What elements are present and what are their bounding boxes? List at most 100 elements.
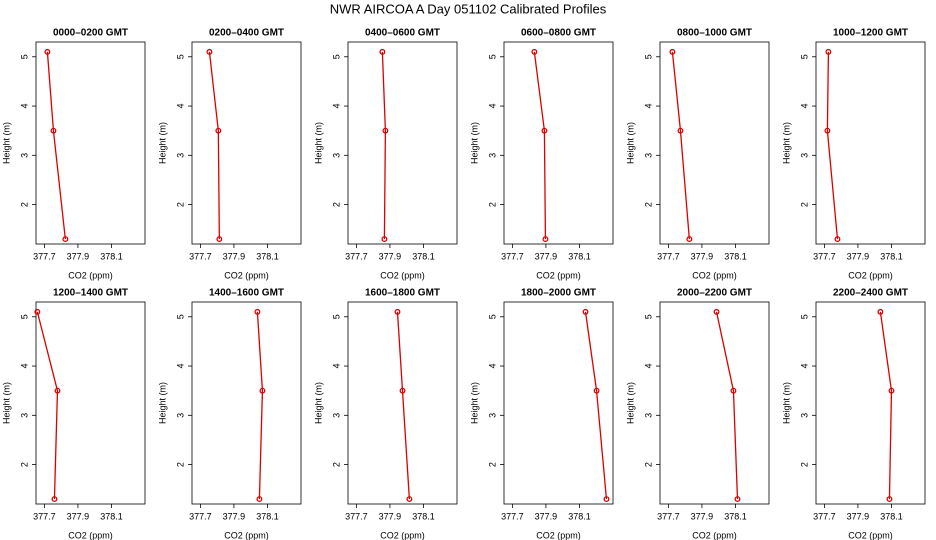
plot-frame — [347, 41, 458, 245]
x-tick-label: 377.7 — [813, 511, 836, 521]
x-tick-label: 378.1 — [100, 511, 123, 521]
point — [62, 236, 69, 243]
panel: 1400–1600 GMT CO2 (ppm) Height (m) 377.7 377… — [157, 288, 302, 540]
point — [886, 496, 893, 503]
profile-line — [36, 311, 59, 500]
point — [215, 127, 222, 134]
y-axis-label: Height (m) — [157, 122, 167, 164]
profile-line — [533, 51, 547, 240]
y-tick-label: 4 — [643, 104, 653, 109]
x-tick-label: 377.7 — [345, 251, 368, 261]
profile-line — [715, 311, 739, 500]
point — [50, 127, 57, 134]
y-tick-label: 2 — [799, 462, 809, 467]
y-tick-label: 5 — [643, 54, 653, 59]
y-tick-label: 3 — [643, 413, 653, 418]
point — [394, 308, 401, 315]
point — [54, 387, 61, 394]
point — [582, 308, 589, 315]
panel: 0200–0400 GMT CO2 (ppm) Height (m) 377.7 377… — [157, 28, 302, 280]
point — [44, 48, 51, 55]
x-tick-label: 377.9 — [223, 251, 246, 261]
panel-title: 1400–1600 GMT — [209, 288, 284, 299]
y-tick-label: 2 — [487, 462, 497, 467]
x-tick-label: 378.1 — [412, 251, 435, 261]
y-axis-label: Height (m) — [469, 122, 479, 164]
profile-line — [381, 51, 387, 240]
point — [834, 236, 841, 243]
panel-title: 1800–2000 GMT — [521, 288, 596, 299]
point — [51, 496, 58, 503]
x-tick-label: 377.9 — [691, 511, 714, 521]
point — [713, 308, 720, 315]
x-tick-label: 378.1 — [880, 511, 903, 521]
x-tick-label: 377.7 — [33, 251, 56, 261]
y-tick-label: 5 — [331, 314, 341, 319]
plot-frame — [35, 41, 146, 245]
x-axis-label: CO2 (ppm) — [68, 530, 113, 540]
x-tick-label: 377.7 — [501, 251, 524, 261]
point — [824, 127, 831, 134]
x-tick-label: 378.1 — [412, 511, 435, 521]
point — [686, 236, 693, 243]
x-tick-label: 377.9 — [379, 511, 402, 521]
plot-frame — [347, 301, 458, 505]
x-tick-label: 378.1 — [100, 251, 123, 261]
x-axis-label: CO2 (ppm) — [536, 270, 581, 280]
x-tick-label: 377.7 — [657, 251, 680, 261]
x-tick-label: 378.1 — [568, 251, 591, 261]
point — [593, 387, 600, 394]
y-axis-label: Height (m) — [313, 122, 323, 164]
point — [381, 236, 388, 243]
panel-title: 0200–0400 GMT — [209, 28, 284, 39]
x-tick-label: 378.1 — [256, 511, 279, 521]
panel-title: 1600–1800 GMT — [365, 288, 440, 299]
point — [669, 48, 676, 55]
point — [254, 308, 261, 315]
y-axis-label: Height (m) — [157, 382, 167, 424]
y-tick-label: 3 — [487, 413, 497, 418]
point — [888, 387, 895, 394]
y-tick-label: 3 — [331, 153, 341, 158]
y-tick-label: 5 — [175, 54, 185, 59]
x-axis-label: CO2 (ppm) — [224, 530, 269, 540]
y-tick-label: 4 — [487, 364, 497, 369]
panel: 1000–1200 GMT CO2 (ppm) Height (m) 377.7 377… — [781, 28, 926, 280]
y-tick-label: 3 — [175, 413, 185, 418]
y-tick-label: 3 — [19, 413, 29, 418]
y-tick-label: 2 — [643, 462, 653, 467]
y-tick-label: 3 — [19, 153, 29, 158]
y-tick-label: 2 — [175, 462, 185, 467]
point — [825, 48, 832, 55]
profile-line — [256, 311, 264, 500]
point — [677, 127, 684, 134]
x-axis-label: CO2 (ppm) — [536, 530, 581, 540]
x-axis-label: CO2 (ppm) — [848, 530, 893, 540]
x-tick-label: 377.7 — [345, 511, 368, 521]
plot-frame — [815, 41, 926, 245]
point — [542, 236, 549, 243]
y-tick-label: 2 — [331, 202, 341, 207]
point — [734, 496, 741, 503]
y-axis-label: Height (m) — [1, 122, 11, 164]
plot-frame — [659, 41, 770, 245]
x-tick-label: 377.9 — [535, 511, 558, 521]
y-tick-label: 2 — [19, 462, 29, 467]
y-tick-label: 5 — [19, 314, 29, 319]
x-axis-label: CO2 (ppm) — [380, 530, 425, 540]
x-axis-label: CO2 (ppm) — [692, 530, 737, 540]
panel: 0000–0200 GMT CO2 (ppm) Height (m) 377.7 377… — [1, 28, 146, 280]
x-tick-label: 377.7 — [33, 511, 56, 521]
panel-title: 1000–1200 GMT — [833, 28, 908, 39]
point — [399, 387, 406, 394]
x-tick-label: 378.1 — [724, 251, 747, 261]
x-tick-label: 377.9 — [223, 511, 246, 521]
x-tick-label: 378.1 — [724, 511, 747, 521]
chart-title: NWR AIRCOA A Day 051102 Calibrated Profi… — [330, 1, 607, 16]
y-tick-label: 4 — [487, 104, 497, 109]
y-tick-label: 3 — [799, 153, 809, 158]
x-tick-label: 377.9 — [67, 251, 90, 261]
x-tick-label: 377.7 — [189, 511, 212, 521]
x-tick-label: 377.9 — [691, 251, 714, 261]
point — [531, 48, 538, 55]
